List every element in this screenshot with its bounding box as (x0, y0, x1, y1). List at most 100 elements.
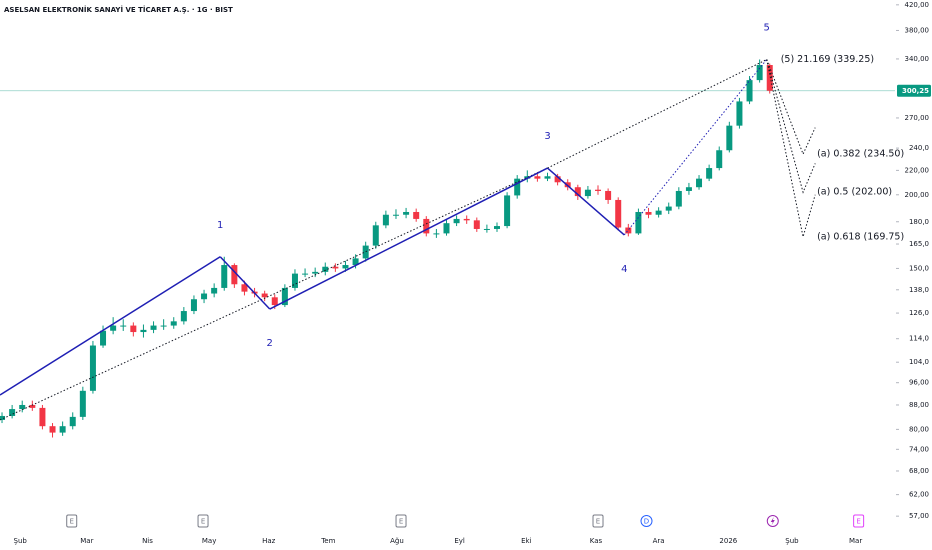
candle-body (655, 210, 662, 215)
candle-body (453, 218, 460, 224)
candle-body (554, 176, 561, 183)
candle-body (201, 293, 208, 300)
projection-line (766, 59, 816, 156)
candle-body (756, 65, 763, 81)
candle-body (635, 211, 642, 234)
candle-body (443, 223, 450, 234)
candle-body (584, 189, 591, 197)
candle-body (493, 226, 500, 229)
y-tick-label: 96,00 (909, 379, 929, 387)
candle-body (271, 297, 278, 306)
candle-body (180, 311, 187, 322)
candle-body (29, 404, 36, 408)
y-tick-label: 380,00 (905, 26, 930, 34)
candle-body (746, 80, 753, 102)
y-tick-label: 68,00 (909, 467, 929, 475)
trend-line (0, 167, 548, 421)
x-tick-label: Kas (590, 537, 603, 545)
projection-line (766, 59, 816, 194)
candle-body (19, 404, 26, 410)
wave-line (0, 256, 221, 396)
last-price-label: 300,25 (902, 87, 929, 95)
wave-label: 1 (217, 220, 223, 231)
y-tick-label: 340,00 (905, 55, 930, 63)
y-tick-label: 270,00 (905, 114, 930, 122)
projection-label: (a) 0.618 (169.75) (817, 231, 904, 242)
candle-body (574, 187, 581, 197)
y-tick-label: 165,0 (909, 240, 929, 248)
y-tick-label: 138,0 (909, 286, 929, 294)
y-tick-label: 200,00 (905, 191, 930, 199)
candle-body (463, 218, 470, 221)
y-tick-label: 220,00 (905, 166, 930, 174)
last-price-box (897, 84, 931, 97)
event-label: D (644, 518, 649, 526)
candle-body (302, 273, 309, 275)
event-icon (592, 514, 604, 528)
chart-title: ASELSAN ELEKTRONİK SANAYİ VE TİCARET A.Ş… (4, 5, 233, 14)
event-label: E (399, 518, 403, 526)
x-tick-label: Şub (14, 537, 28, 545)
peak-label: (5) 21.169 (339.25) (781, 54, 874, 65)
wave-label: 2 (267, 338, 273, 349)
candle-body (69, 416, 76, 427)
candle-body (342, 265, 349, 269)
wave-line (547, 167, 625, 236)
candle-body (362, 245, 369, 259)
candle-body (675, 190, 682, 207)
y-tick-label: 114,0 (909, 335, 929, 343)
candle-body (615, 199, 622, 228)
y-tick-label: 240,0 (909, 144, 929, 152)
candle-body (231, 265, 238, 285)
candle-body (130, 325, 137, 333)
wave-label: 5 (764, 22, 770, 33)
candle-body (726, 125, 733, 151)
candle-body (645, 211, 652, 215)
candle-body (716, 150, 723, 169)
candle-body (332, 266, 339, 269)
candle-body (0, 415, 6, 420)
projection-label: (a) 0.5 (202.00) (817, 187, 892, 198)
candle-body (534, 176, 541, 179)
y-tick-label: 88,00 (909, 401, 929, 409)
y-tick-label: 180,0 (909, 218, 929, 226)
candle-body (595, 189, 602, 191)
wave-line (269, 167, 548, 310)
x-tick-label: Ağu (390, 537, 404, 545)
candle-body (160, 325, 167, 327)
candle-body (291, 273, 298, 288)
candle-body (372, 225, 379, 246)
candle-body (605, 190, 612, 200)
event-icon (66, 514, 78, 528)
candle-body (392, 214, 399, 216)
candle-body (473, 220, 480, 229)
candle-body (403, 211, 410, 215)
x-tick-label: Eyl (454, 537, 465, 545)
candle-body (696, 178, 703, 188)
wave-label: 3 (544, 131, 550, 142)
candle-body (423, 218, 430, 234)
candle-body (524, 176, 531, 179)
x-tick-label: Ara (653, 537, 665, 545)
candle-body (150, 325, 157, 330)
event-icon (853, 514, 865, 528)
candle-body (706, 168, 713, 179)
projection-line (766, 59, 816, 237)
candle-body (433, 233, 440, 235)
candle-body (49, 426, 56, 433)
candle-body (322, 266, 329, 272)
x-tick-label: Haz (262, 537, 276, 545)
candle-body (211, 287, 218, 294)
event-label: E (596, 518, 600, 526)
y-tick-label: 150,0 (909, 264, 929, 272)
candle-body (39, 407, 46, 427)
y-tick-label: 57,00 (909, 512, 929, 520)
candle-body (312, 271, 319, 274)
candle-body (89, 345, 96, 391)
candle-body (514, 178, 521, 196)
candle-body (281, 287, 288, 306)
candle-body (504, 195, 511, 227)
event-label: E (201, 518, 205, 526)
candle-body (221, 265, 228, 288)
